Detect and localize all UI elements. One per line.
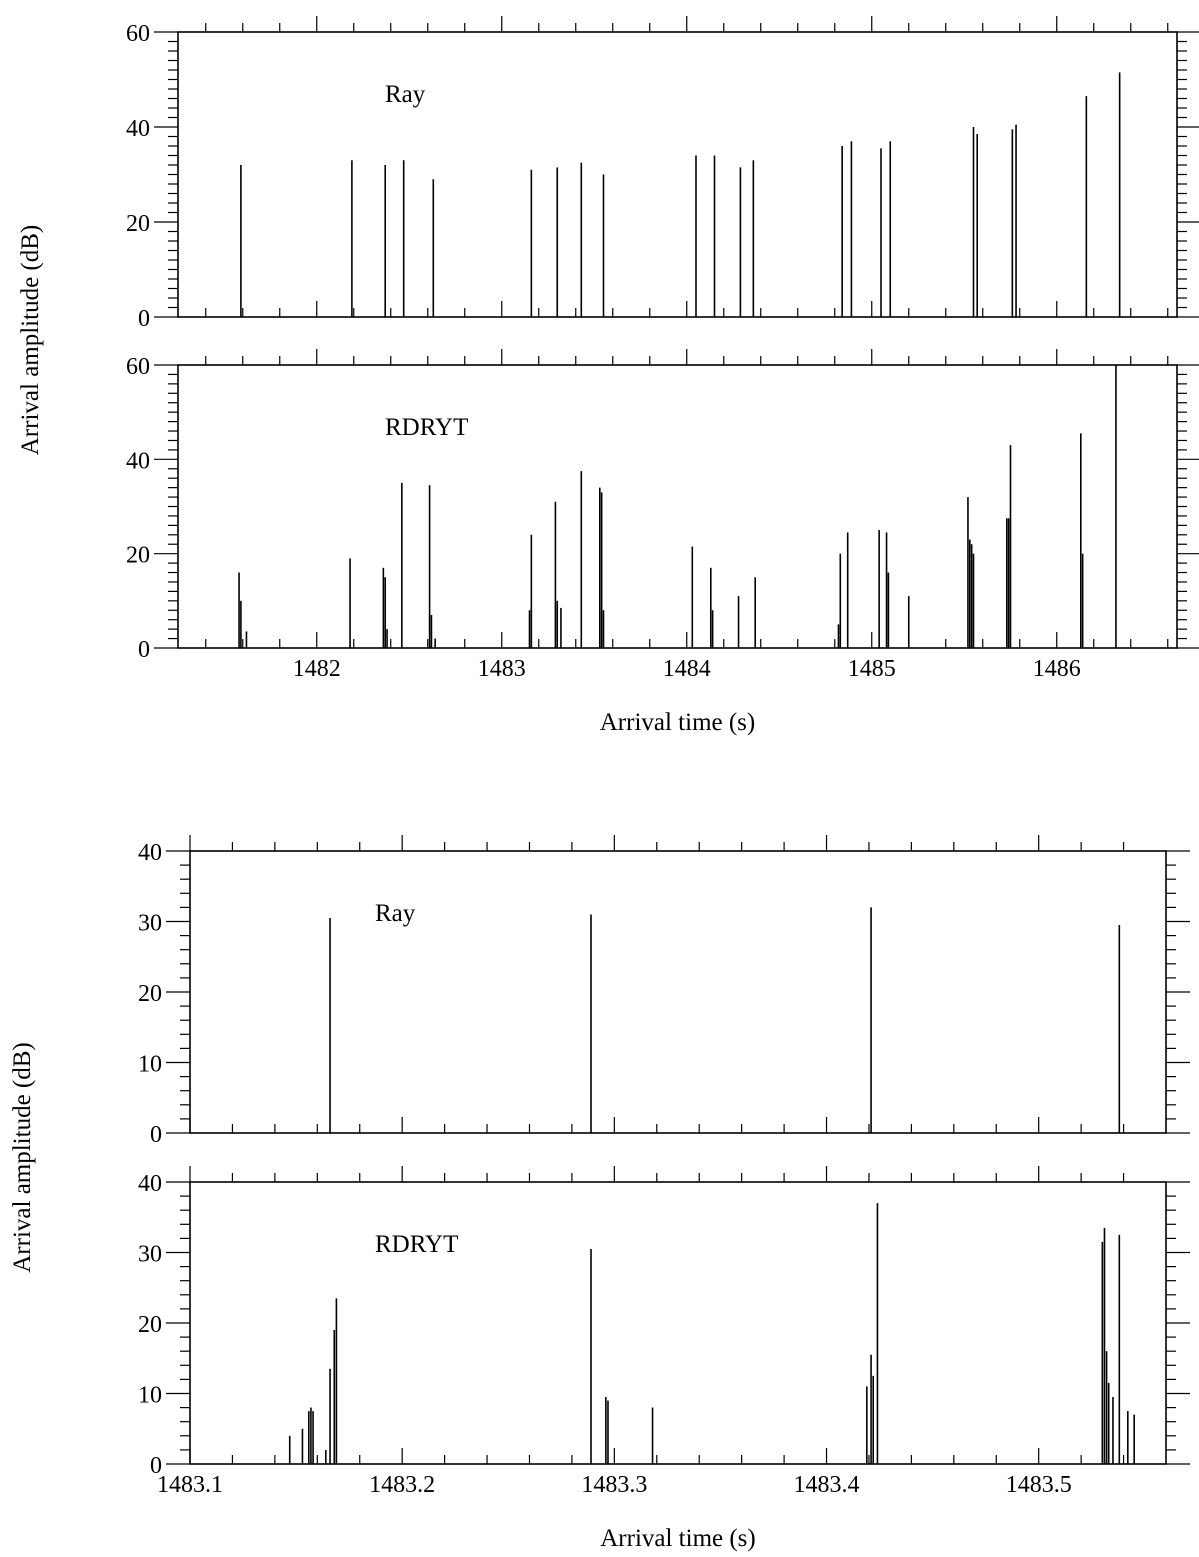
y-tick-label: 0 (138, 306, 150, 332)
x-axis-label: Arrival time (s) (600, 709, 756, 736)
panel-label: Ray (375, 900, 416, 927)
x-tick-label: 1485 (848, 656, 896, 682)
y-tick-label: 30 (138, 911, 162, 937)
y-tick-label: 40 (126, 448, 150, 474)
y-tick-label: 10 (138, 1383, 162, 1409)
panel-label: RDRYT (385, 414, 468, 441)
y-tick-label: 60 (126, 354, 150, 380)
y-tick-label: 30 (138, 1242, 162, 1268)
y-axis-label: Arrival amplitude (dB) (9, 1042, 36, 1273)
x-tick-label: 1483.3 (581, 1472, 647, 1498)
y-tick-label: 0 (150, 1122, 162, 1148)
y-tick-label: 0 (138, 637, 150, 663)
x-axis-label: Arrival time (s) (600, 1525, 756, 1552)
figure-1: 0 20 40 60 Ray 0 20 40 60 RDRYT 1482 1483 1484 1485 14… (17, 16, 1199, 736)
chart-root: 0 20 40 60 Ray 0 20 40 60 RDRYT 1482 1483 1484 1485 14… (9, 16, 1199, 1552)
panel-label: Ray (385, 81, 426, 108)
y-tick-label: 40 (126, 116, 150, 142)
x-tick-label: 1483.2 (369, 1472, 435, 1498)
y-tick-label: 20 (138, 981, 162, 1007)
plot-frame (177, 31, 1178, 318)
y-tick-label: 20 (138, 1312, 162, 1338)
panel-rdryt: 0 10 20 30 40 RDRYT (138, 1166, 1190, 1479)
y-tick-label: 20 (126, 543, 150, 569)
panel-label: RDRYT (375, 1231, 458, 1258)
x-tick-label: 1483.5 (1006, 1472, 1072, 1498)
y-tick-label: 40 (138, 1171, 162, 1197)
panel-rdryt: 0 20 40 60 RDRYT (126, 349, 1199, 663)
y-tick-label: 20 (126, 211, 150, 237)
x-tick-label: 1483.4 (794, 1472, 860, 1498)
y-tick-label: 40 (138, 840, 162, 866)
y-axis-label: Arrival amplitude (dB) (17, 225, 44, 456)
plot-frame (189, 850, 1167, 1134)
y-tick-label: 0 (150, 1453, 162, 1479)
x-tick-label: 1483 (478, 656, 526, 682)
y-tick-label: 60 (126, 21, 150, 47)
x-tick-label: 1484 (663, 656, 711, 682)
plot-frame (177, 364, 1178, 649)
x-tick-label: 1486 (1033, 656, 1081, 682)
x-tick-label: 1482 (293, 656, 341, 682)
y-tick-label: 10 (138, 1052, 162, 1078)
x-tick-label: 1483.1 (157, 1472, 223, 1498)
panel-ray: 0 20 40 60 Ray (126, 16, 1199, 332)
figure-2: 0 10 20 30 40 Ray 0 10 20 30 40 RDRYT 1483.1 1483.2 14… (9, 835, 1190, 1552)
panel-ray: 0 10 20 30 40 Ray (138, 835, 1190, 1148)
